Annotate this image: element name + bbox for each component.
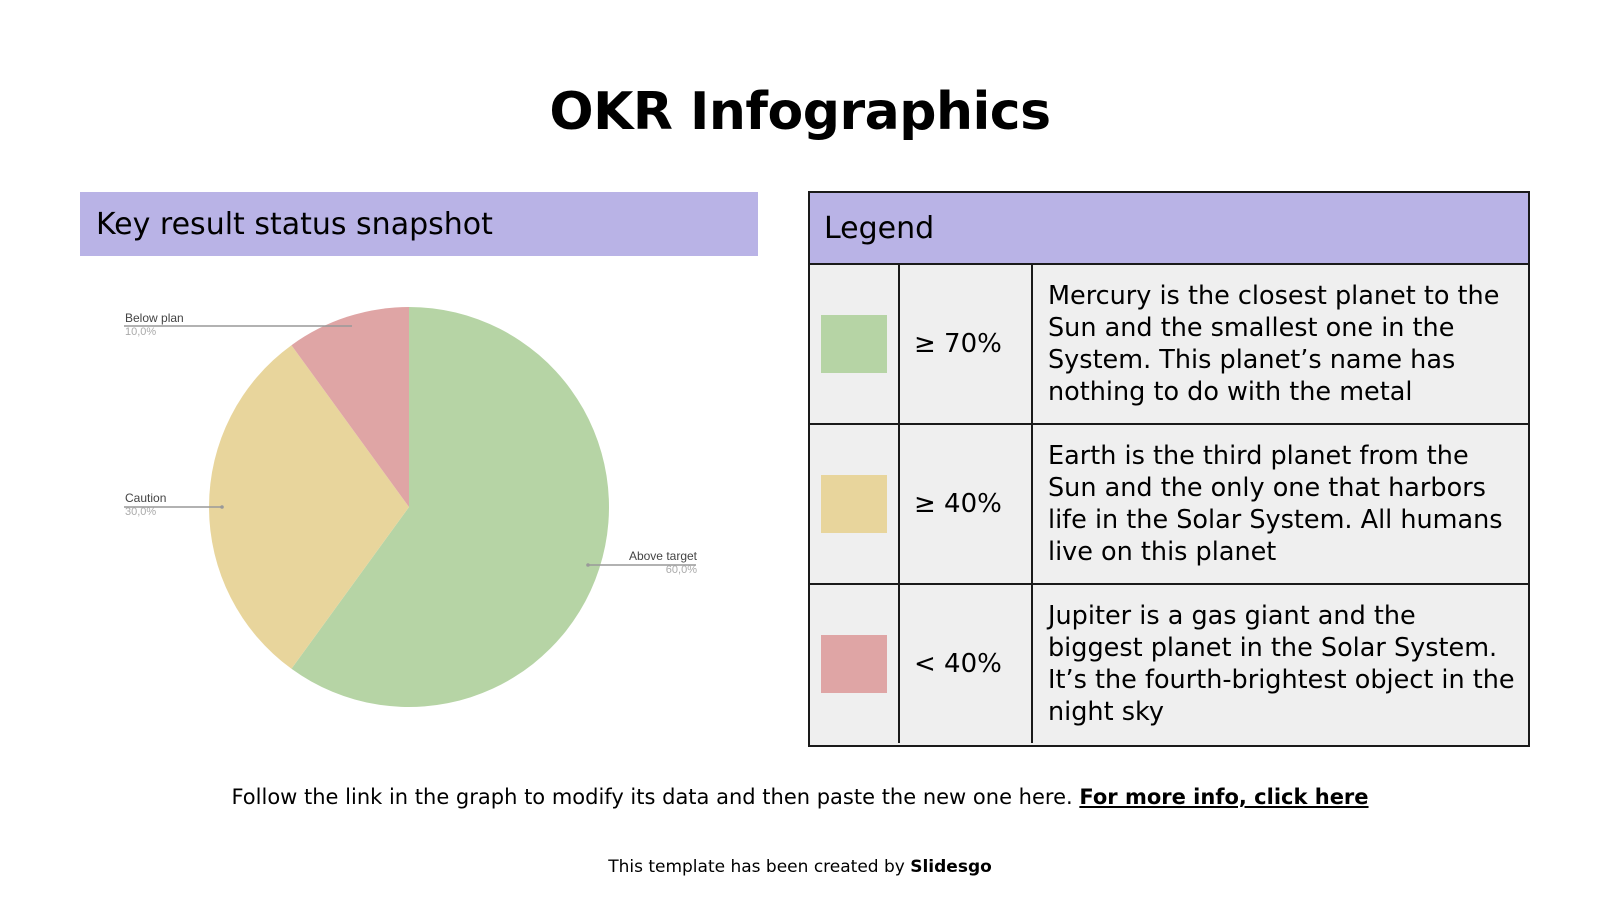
chart-panel-title: Key result status snapshot xyxy=(96,206,493,242)
callout-above-target: Above target 60,0% xyxy=(600,549,697,576)
legend-title: Legend xyxy=(824,210,935,246)
legend-threshold: ≥ 70% xyxy=(900,265,1033,423)
color-swatch-yellow xyxy=(821,475,887,533)
legend-header: Legend xyxy=(810,193,1528,265)
footnote-text: Follow the link in the graph to modify i… xyxy=(231,785,1073,809)
legend-description: Earth is the third planet from the Sun a… xyxy=(1048,441,1503,567)
footnote: Follow the link in the graph to modify i… xyxy=(0,785,1600,809)
legend-row: ≥ 40% Earth is the third planet from the… xyxy=(810,425,1528,585)
slide-title: OKR Infographics xyxy=(549,82,1051,142)
pie-chart-svg xyxy=(124,307,696,707)
legend-description: Mercury is the closest planet to the Sun… xyxy=(1048,281,1500,407)
credit-line: This template has been created by Slides… xyxy=(0,857,1600,877)
pie-chart[interactable]: Below plan 10,0% Caution 30,0% Above tar… xyxy=(80,280,760,750)
color-swatch-red xyxy=(821,635,887,693)
pie-slice-above-target[interactable] xyxy=(291,307,610,707)
credit-text: This template has been created by xyxy=(608,857,905,877)
legend-row: < 40% Jupiter is a gas giant and the big… xyxy=(810,585,1528,743)
callout-caution: Caution 30,0% xyxy=(125,491,167,518)
pie-slice-caution[interactable] xyxy=(209,345,409,669)
credit-brand[interactable]: Slidesgo xyxy=(910,857,992,877)
callout-label: Above target xyxy=(628,549,697,563)
more-info-link[interactable]: For more info, click here xyxy=(1079,785,1369,809)
chart-panel-header: Key result status snapshot xyxy=(80,192,758,256)
legend-threshold: ≥ 40% xyxy=(900,425,1033,583)
callout-label: Caution xyxy=(125,491,167,505)
pie-slice-below-plan[interactable] xyxy=(291,307,409,507)
callout-value: 10,0% xyxy=(125,325,157,338)
legend-description: Jupiter is a gas giant and the biggest p… xyxy=(1048,601,1515,727)
callout-value: 60,0% xyxy=(665,563,697,576)
legend-table: Legend ≥ 70% Mercury is the closest plan… xyxy=(808,191,1530,747)
callout-value: 30,0% xyxy=(125,505,157,518)
callout-below-plan: Below plan 10,0% xyxy=(125,311,184,338)
legend-row: ≥ 70% Mercury is the closest planet to t… xyxy=(810,265,1528,425)
legend-threshold: < 40% xyxy=(900,585,1033,743)
callout-label: Below plan xyxy=(125,311,184,325)
color-swatch-green xyxy=(821,315,887,373)
